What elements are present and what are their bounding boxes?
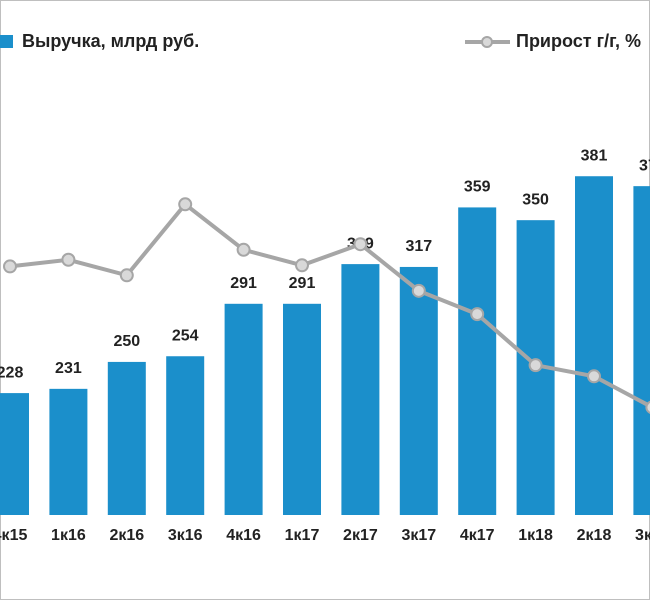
x-tick-label: 4к17 [460, 527, 495, 544]
x-tick-label: 4к15 [0, 527, 27, 544]
value-label: 291 [230, 275, 257, 292]
value-label: 228 [0, 364, 23, 381]
line-point [61, 252, 76, 267]
x-tick-label: 2к16 [109, 527, 144, 544]
line-point [3, 259, 17, 274]
x-tick-label: 2к18 [577, 527, 612, 544]
line-point [528, 358, 543, 373]
bar [633, 186, 650, 515]
bar [49, 388, 88, 515]
x-tick-label: 3к17 [401, 527, 436, 544]
line [9, 201, 650, 409]
legend-dot [481, 36, 493, 48]
line-point [295, 258, 309, 273]
x-tick-label: 1к16 [51, 527, 86, 544]
x-tick-label: 2к17 [343, 527, 378, 544]
line-point [236, 242, 251, 257]
value-label: 381 [581, 147, 608, 164]
line-point [411, 283, 426, 298]
legend-swatch [0, 35, 13, 48]
line-point [470, 307, 485, 322]
x-tick-label: 4к16 [226, 527, 261, 544]
x-tick-label: 1к18 [518, 527, 553, 544]
line-point [353, 237, 368, 252]
line-point [587, 369, 601, 384]
line-point [119, 268, 134, 283]
value-label: 254 [172, 327, 199, 344]
line-point [178, 197, 193, 212]
value-label: 250 [113, 333, 140, 350]
value-label: 317 [405, 238, 432, 255]
bar [166, 356, 205, 515]
bar [107, 361, 146, 515]
bar [341, 264, 380, 515]
value-label: 374 [639, 157, 650, 174]
legend-label: Выручка, млрд руб. [22, 31, 199, 51]
legend-label: Прирост г/г, % [516, 31, 641, 51]
bar [575, 176, 613, 515]
x-tick-label: 3к16 [168, 527, 203, 544]
value-label: 291 [289, 275, 316, 292]
bar [399, 266, 438, 515]
value-label: 231 [55, 360, 82, 377]
bar [458, 207, 497, 515]
x-tick-label: 1к17 [285, 527, 320, 544]
value-label: 350 [522, 191, 549, 208]
bar [283, 303, 321, 515]
bar [0, 393, 29, 515]
bar [224, 303, 263, 515]
line-point [645, 400, 650, 414]
value-label: 359 [464, 179, 491, 196]
x-tick-label: 3к18 [635, 527, 650, 544]
